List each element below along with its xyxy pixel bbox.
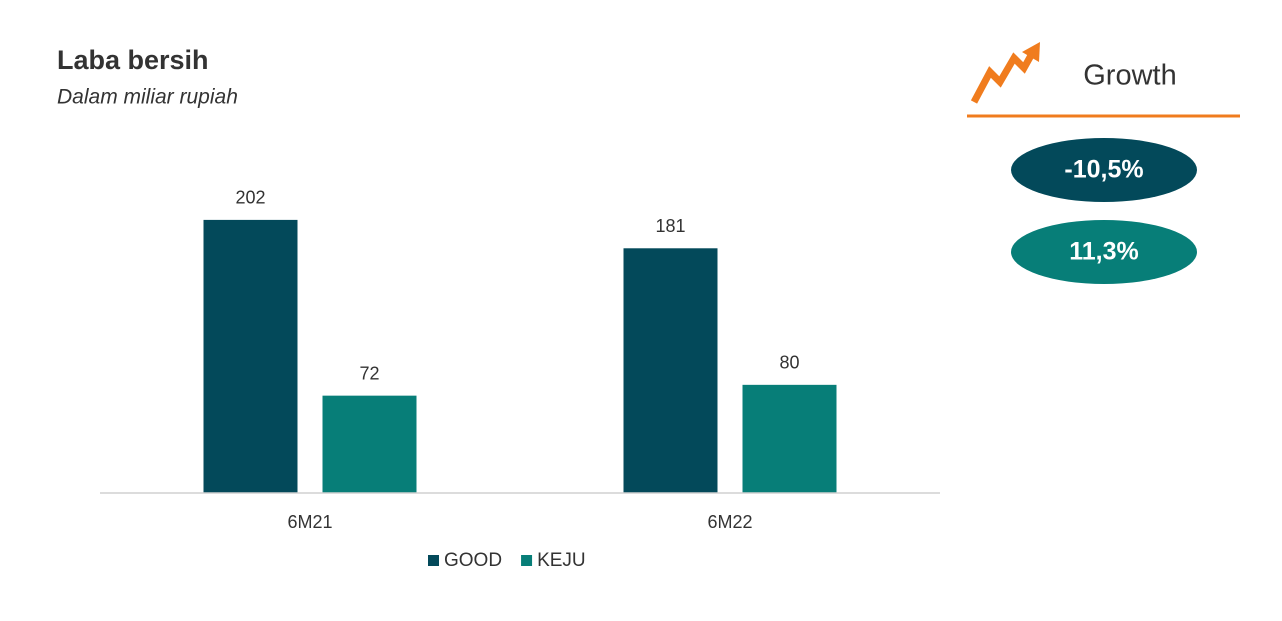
growth-value: -10,5% [1064, 156, 1143, 184]
bar [742, 384, 837, 493]
data-label: 72 [359, 363, 379, 383]
chart-title: Laba bersih [57, 45, 209, 75]
chart-subtitle: Dalam miliar rupiah [57, 86, 238, 109]
growth-icon [970, 42, 1040, 104]
growth-arrowhead [1022, 42, 1040, 62]
data-label: 181 [655, 216, 685, 236]
growth-title: Growth [1083, 60, 1176, 92]
legend-label: GOOD [444, 550, 502, 571]
legend-swatch [428, 555, 439, 566]
legend-label: KEJU [537, 550, 586, 571]
bar [203, 219, 298, 493]
bar [322, 395, 417, 493]
growth-pill [1011, 220, 1197, 284]
data-label: 80 [779, 353, 799, 373]
bar [623, 248, 718, 493]
legend-swatch [521, 555, 533, 566]
growth-value: 11,3% [1069, 238, 1139, 266]
x-tick-label: 6M22 [707, 512, 752, 532]
x-tick-label: 6M21 [287, 512, 332, 532]
data-label: 202 [235, 188, 265, 208]
growth-pill [1011, 138, 1197, 202]
growth-arrow [970, 48, 1038, 104]
